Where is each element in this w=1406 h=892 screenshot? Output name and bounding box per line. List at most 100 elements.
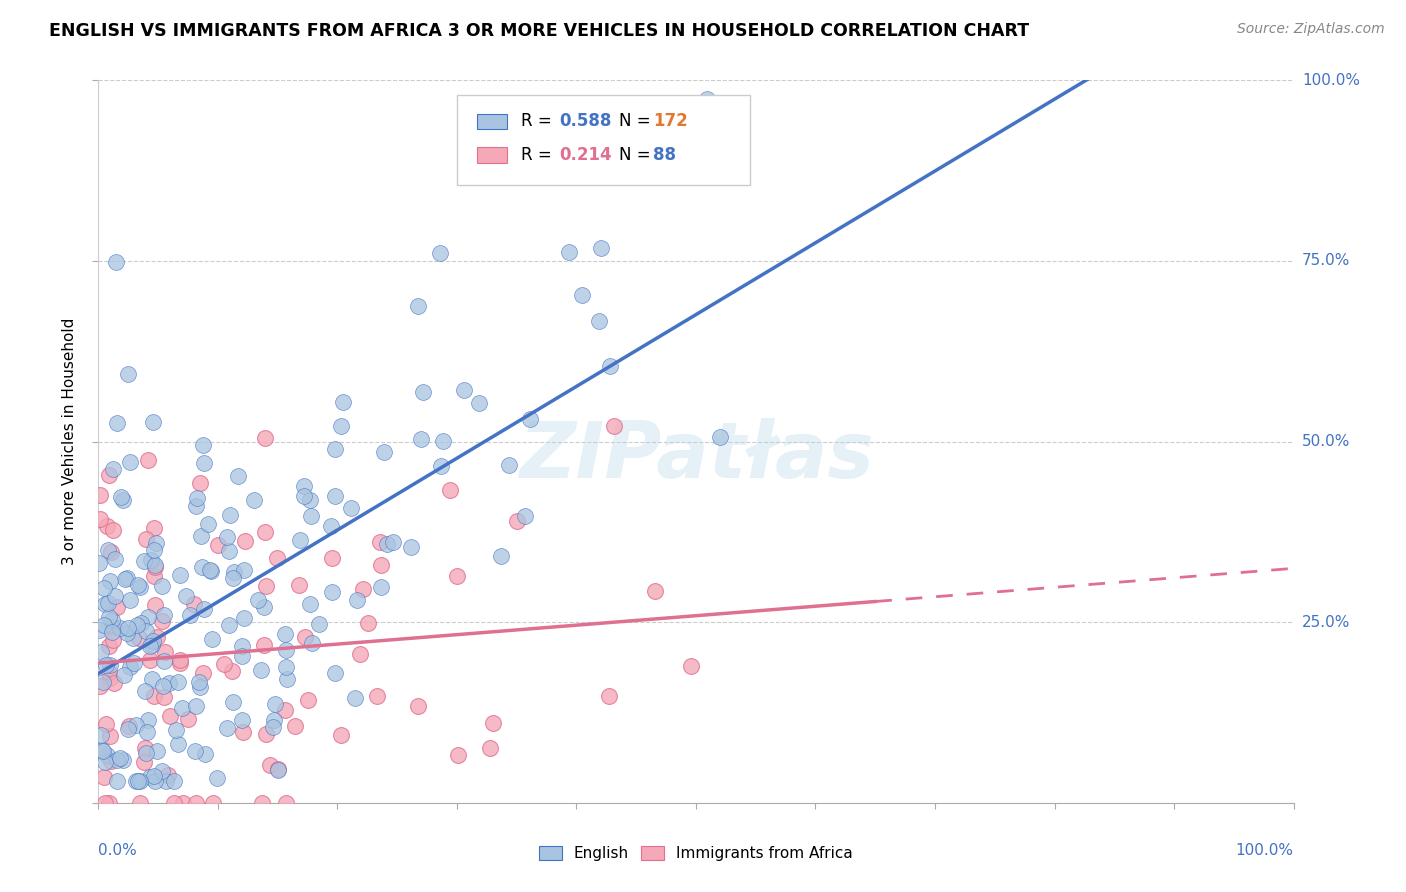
Point — [221, 664, 243, 678]
Point — [136, 713, 159, 727]
Point — [205, 771, 228, 785]
Point — [101, 624, 124, 639]
Text: 100.0%: 100.0% — [1236, 843, 1294, 857]
Point — [375, 536, 398, 550]
Point — [218, 617, 240, 632]
Point — [169, 653, 191, 667]
Point — [353, 582, 375, 596]
Point — [136, 610, 159, 624]
Point — [170, 701, 193, 715]
Point — [346, 593, 368, 607]
Point — [218, 544, 240, 558]
Point — [439, 483, 461, 498]
Point — [89, 512, 111, 526]
Point — [184, 499, 207, 513]
Point — [219, 508, 242, 522]
Point — [232, 724, 254, 739]
Point — [98, 671, 121, 685]
Point — [143, 689, 166, 703]
Point — [124, 656, 146, 670]
Point — [94, 658, 117, 673]
Point — [482, 716, 505, 731]
Point — [105, 753, 128, 767]
Point — [513, 508, 536, 523]
Point — [134, 683, 156, 698]
Point — [97, 665, 120, 679]
Legend: English, Immigrants from Africa: English, Immigrants from Africa — [533, 840, 859, 867]
Point — [498, 458, 520, 473]
Point — [117, 571, 139, 585]
Point — [89, 679, 111, 693]
Point — [453, 383, 475, 397]
Point — [193, 456, 215, 470]
Point — [104, 589, 127, 603]
Point — [298, 597, 321, 611]
Point — [108, 750, 131, 764]
Point — [136, 452, 159, 467]
Point — [150, 579, 173, 593]
Point — [447, 747, 470, 762]
Point — [184, 744, 207, 758]
Point — [150, 614, 173, 628]
Point — [221, 695, 243, 709]
Point — [267, 762, 290, 776]
Point — [190, 529, 212, 543]
Point — [112, 667, 135, 681]
Point — [266, 550, 288, 565]
Point — [157, 676, 180, 690]
Point — [228, 469, 250, 483]
Point — [187, 675, 209, 690]
Point — [262, 719, 284, 733]
Point — [131, 616, 153, 631]
Point — [94, 716, 117, 731]
Point — [139, 770, 162, 784]
Point — [373, 444, 395, 458]
Point — [179, 608, 201, 623]
Point — [100, 754, 122, 768]
Point — [117, 367, 139, 381]
Point — [163, 796, 186, 810]
Point — [98, 574, 121, 588]
Point — [108, 621, 131, 635]
Point — [136, 725, 159, 739]
Point — [253, 431, 276, 445]
Point — [155, 774, 177, 789]
Text: 0.588: 0.588 — [560, 112, 612, 130]
Point — [191, 665, 214, 680]
Point — [139, 640, 162, 654]
Point — [319, 519, 342, 533]
Point — [201, 632, 224, 647]
Point — [249, 663, 271, 677]
Point — [194, 747, 217, 761]
Point — [163, 774, 186, 789]
Point — [287, 578, 309, 592]
Point — [252, 796, 274, 810]
Point — [100, 545, 122, 559]
Point — [93, 581, 115, 595]
FancyBboxPatch shape — [477, 147, 508, 162]
Point — [274, 642, 297, 657]
Point — [259, 757, 281, 772]
Point — [202, 796, 225, 810]
Point — [174, 589, 197, 603]
Point — [644, 584, 666, 599]
Point — [118, 659, 141, 673]
Point — [172, 796, 194, 810]
Point — [167, 674, 190, 689]
Point — [97, 542, 120, 557]
Point — [381, 534, 404, 549]
Point — [184, 796, 207, 810]
Point — [215, 529, 238, 543]
Point — [94, 756, 117, 770]
Point — [135, 532, 157, 546]
Point — [127, 774, 149, 789]
Point — [105, 600, 128, 615]
Point — [94, 597, 117, 611]
Point — [603, 419, 626, 434]
Point — [198, 563, 221, 577]
Point — [120, 592, 142, 607]
Point — [91, 744, 114, 758]
Point — [128, 796, 150, 810]
Point — [370, 558, 392, 573]
Point — [188, 476, 211, 491]
